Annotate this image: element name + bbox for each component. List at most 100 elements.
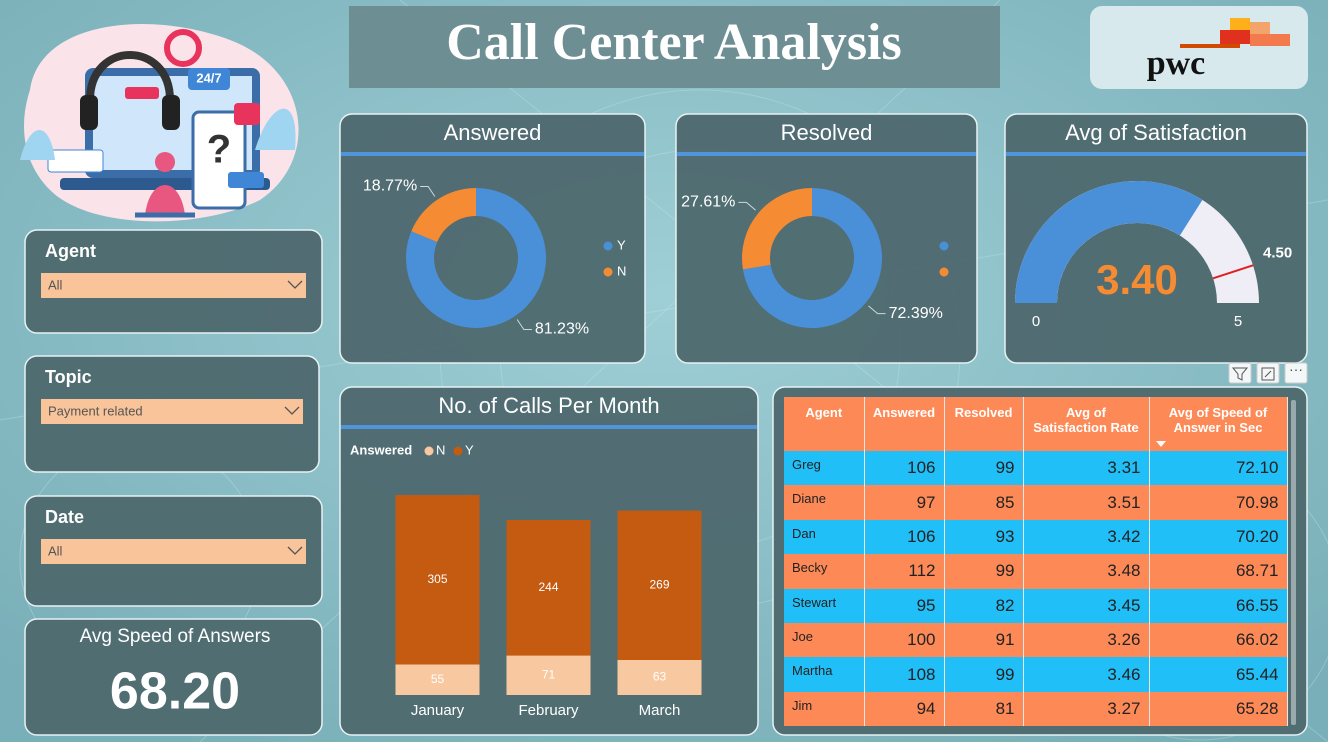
leader-line — [516, 319, 532, 330]
chart-title: Avg of Satisfaction — [1065, 120, 1247, 145]
table-cell: 95 — [864, 588, 945, 623]
table-cell: 85 — [944, 485, 1024, 520]
more-glyph: ⋯ — [1289, 362, 1303, 378]
filter-label: Topic — [45, 367, 92, 387]
bar-segment — [395, 495, 480, 665]
page-title: Call Center Analysis — [446, 14, 902, 71]
chevron — [287, 546, 303, 555]
gauge-tick-label: 0 — [1032, 313, 1040, 330]
question-mark: ? — [207, 128, 231, 172]
sort-arrow — [1155, 441, 1166, 447]
table-cell: 3.51 — [1023, 485, 1150, 520]
gauge-target — [1212, 264, 1254, 280]
agent-name: Joe — [784, 622, 865, 658]
chart-title: Answered — [444, 120, 542, 145]
table-row: Martha 108 99 3.46 65.44 — [784, 657, 1288, 692]
dropdown-value: All — [48, 277, 63, 292]
table-cell: 108 — [864, 657, 945, 692]
title-underline — [341, 425, 757, 429]
x-tick-label: January — [411, 702, 465, 719]
table-row: Joe 100 91 3.26 66.02 — [784, 622, 1288, 658]
dropdown[interactable] — [41, 539, 306, 564]
table-cell: 94 — [864, 691, 945, 727]
dropdown-value: All — [48, 543, 63, 558]
leader-line — [420, 186, 436, 197]
bar-segment — [506, 655, 591, 695]
logo-graphic — [1180, 18, 1290, 48]
gauge-tick-label: 5 — [1234, 313, 1242, 330]
table-cell: 97 — [864, 485, 945, 520]
bar-label: 71 — [542, 667, 556, 681]
legend-dot — [424, 446, 434, 456]
leader-line — [868, 305, 886, 315]
agent-name: Jim — [784, 691, 865, 727]
table-row: Dan 106 93 3.42 70.20 — [784, 519, 1288, 555]
column-header: Answered — [864, 397, 945, 451]
table-cell: 65.44 — [1149, 657, 1288, 692]
legend-title: Answered — [350, 442, 412, 457]
bar-label: 55 — [431, 672, 445, 686]
x-tick-label: March — [639, 702, 681, 719]
more-icon[interactable] — [1284, 362, 1308, 384]
table-row: Stewart 95 82 3.45 66.55 — [784, 588, 1288, 623]
table-cell: 3.26 — [1023, 622, 1150, 658]
legend-label: Y — [617, 237, 626, 252]
filter-icon[interactable] — [1228, 362, 1252, 384]
donut-slice — [742, 188, 812, 270]
chart-title: Resolved — [781, 120, 873, 145]
table-row: Diane 97 85 3.51 70.98 — [784, 485, 1288, 520]
table-cell: 81 — [944, 691, 1024, 727]
chevron — [284, 406, 300, 415]
table-row: Becky 112 99 3.48 68.71 — [784, 554, 1288, 589]
badge-text: 24/7 — [196, 70, 221, 85]
column-header: Avg of Speed of Answer in Sec — [1149, 397, 1288, 451]
sort-indicator — [1155, 441, 1166, 447]
legend-dot — [603, 241, 613, 251]
gauge-value — [1015, 180, 1203, 303]
legend-label: Y — [465, 442, 474, 457]
table-cell: 66.02 — [1149, 622, 1288, 658]
bar-segment — [617, 660, 702, 695]
donut-slice — [411, 188, 476, 242]
dropdown[interactable] — [41, 273, 306, 298]
dropdown[interactable] — [41, 399, 303, 424]
kpi-value: 68.20 — [110, 663, 240, 721]
target-label: 4.50 — [1263, 244, 1292, 261]
table-cell: 91 — [944, 622, 1024, 658]
bar-label: 244 — [538, 580, 558, 594]
agent-name: Becky — [784, 554, 865, 589]
illustration: 24/7 ? — [20, 24, 299, 222]
bar-segment — [506, 520, 591, 656]
bar-label: 269 — [649, 577, 669, 591]
panel — [675, 113, 978, 364]
table-cell: 3.31 — [1023, 451, 1150, 486]
agent-name: Martha — [784, 657, 865, 692]
filter-label: Agent — [45, 241, 96, 261]
filter-glyph — [1231, 367, 1249, 381]
table-cell: 82 — [944, 588, 1024, 623]
table-cell: 70.20 — [1149, 519, 1288, 555]
table-row: Jim 94 81 3.27 65.28 — [784, 691, 1288, 727]
legend-dot — [939, 241, 949, 251]
table-cell: 99 — [944, 554, 1024, 589]
table-cell: 3.48 — [1023, 554, 1150, 589]
table-header: Agent Answered Resolved Avg of Satisfaction… — [784, 397, 1288, 451]
chevron — [287, 280, 303, 289]
legend-dot — [939, 267, 949, 277]
table-cell: 93 — [944, 519, 1024, 555]
table-cell: 70.98 — [1149, 485, 1288, 520]
legend-label: N — [617, 263, 626, 278]
table-cell: 99 — [944, 657, 1024, 692]
data-label: 27.61% — [681, 194, 735, 211]
table-cell: 112 — [864, 554, 945, 589]
agent-table: Agent Answered Resolved Avg of Satisfaction… — [784, 397, 1288, 727]
agent-name: Diane — [784, 485, 865, 520]
scrollbar — [1291, 400, 1296, 725]
donut-slice — [742, 188, 883, 328]
column-header: Avg of Satisfaction Rate — [1023, 397, 1150, 451]
title-underline — [1006, 152, 1306, 156]
table-cell: 3.27 — [1023, 691, 1150, 727]
x-tick-label: February — [518, 702, 579, 719]
kpi-title: Avg Speed of Answers — [80, 626, 271, 647]
